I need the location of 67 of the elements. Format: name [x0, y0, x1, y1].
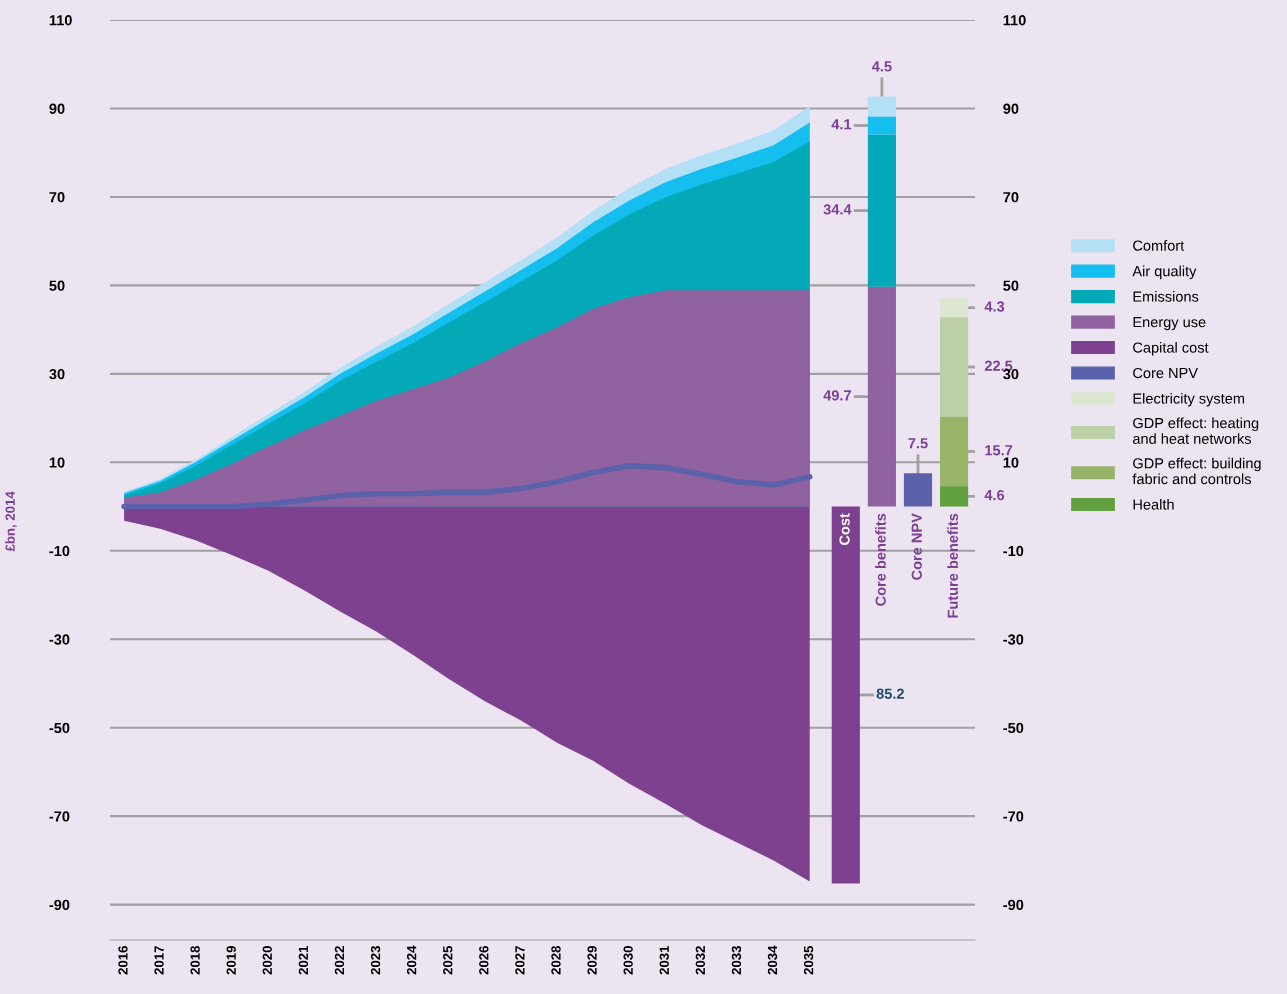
x-tick-label: 2026 — [479, 946, 489, 975]
x-tick-label: 2034 — [767, 945, 778, 975]
y2-tick-label: -90 — [1003, 899, 1024, 911]
y-tick-label: 110 — [49, 15, 72, 26]
legend-label: GDP effect: building fabric and controls — [1132, 457, 1261, 485]
x-tick-label: 2035 — [803, 945, 814, 975]
y2-tick-label: 10 — [1003, 457, 1019, 468]
annotation: 85.2 — [876, 688, 904, 699]
data-label: 7.5 — [908, 438, 928, 449]
y2-tick-label: -50 — [1003, 722, 1024, 734]
x-tick-label: 2028 — [551, 945, 561, 975]
x-tick-label: 2019 — [226, 946, 236, 975]
x-tick-label: 2030 — [623, 946, 633, 975]
x-tick-label: 2016 — [118, 946, 128, 975]
x-tick-label: 2021 — [298, 945, 309, 975]
y2-tick-label: -70 — [1003, 811, 1024, 822]
y-tick-label: -90 — [49, 899, 70, 911]
data-label: 49.7 — [823, 390, 851, 401]
legend-label: Health — [1133, 498, 1174, 510]
legend-label: Energy use — [1133, 317, 1206, 331]
y-tick-label: 50 — [49, 280, 65, 291]
data-label: 4.5 — [871, 61, 892, 72]
x-tick-label: 2022 — [334, 946, 345, 975]
data-label: 4.3 — [984, 301, 1005, 312]
y-tick-label: -30 — [49, 634, 70, 645]
legend-label: Capital cost — [1133, 342, 1209, 356]
y2-tick-label: 70 — [1003, 192, 1019, 203]
legend-label: Core NPV — [1133, 367, 1198, 379]
x-tick-label: 2027 — [515, 946, 525, 975]
y2-tick-label: -10 — [1003, 545, 1024, 557]
x-tick-label: Core NPV — [911, 513, 922, 580]
x-tick-label: Future benefits — [947, 513, 958, 618]
y2-tick-label: 110 — [1003, 15, 1026, 26]
y2-tick-label: 30 — [1003, 368, 1019, 380]
x-tick-label: 2017 — [154, 946, 164, 975]
x-tick-label: 2024 — [406, 945, 417, 975]
y2-tick-label: 50 — [1003, 280, 1019, 291]
y-axis-title: £bn, 2014 — [5, 491, 17, 552]
data-label: 22.5 — [984, 360, 1013, 371]
legend-label: Emissions — [1133, 291, 1199, 302]
y-tick-label: -10 — [49, 545, 70, 557]
y-tick-label: -70 — [49, 811, 70, 822]
x-tick-label: 2023 — [370, 946, 381, 975]
y-tick-label: 10 — [49, 457, 65, 468]
x-tick-label: 2031 — [659, 945, 669, 975]
legend-label: Electricity system — [1133, 392, 1245, 407]
y-tick-label: 90 — [49, 103, 65, 114]
data-label: 4.1 — [831, 119, 852, 130]
data-label: 4.6 — [984, 489, 1005, 501]
x-tick-label: 2020 — [262, 946, 272, 975]
y-tick-label: -50 — [49, 722, 70, 734]
x-tick-label: 2018 — [190, 945, 200, 975]
x-tick-label: Core benefits — [875, 513, 886, 606]
data-label: 34.4 — [823, 204, 852, 215]
x-tick-label: 2029 — [587, 946, 597, 975]
y-tick-label: 70 — [49, 192, 65, 203]
x-tick-label: 2032 — [695, 946, 706, 975]
y2-tick-label: -30 — [1003, 634, 1024, 645]
x-tick-label: Cost — [839, 513, 850, 545]
y-tick-label: 30 — [49, 368, 65, 380]
x-tick-label: 2033 — [731, 946, 742, 975]
legend-label: GDP effect: heating and heat networks — [1132, 417, 1259, 444]
legend-label: Comfort — [1133, 240, 1185, 251]
legend-label: Air quality — [1132, 265, 1197, 280]
data-label: 15.7 — [985, 445, 1013, 456]
x-tick-label: 2025 — [443, 945, 453, 975]
y2-tick-label: 90 — [1003, 103, 1019, 114]
